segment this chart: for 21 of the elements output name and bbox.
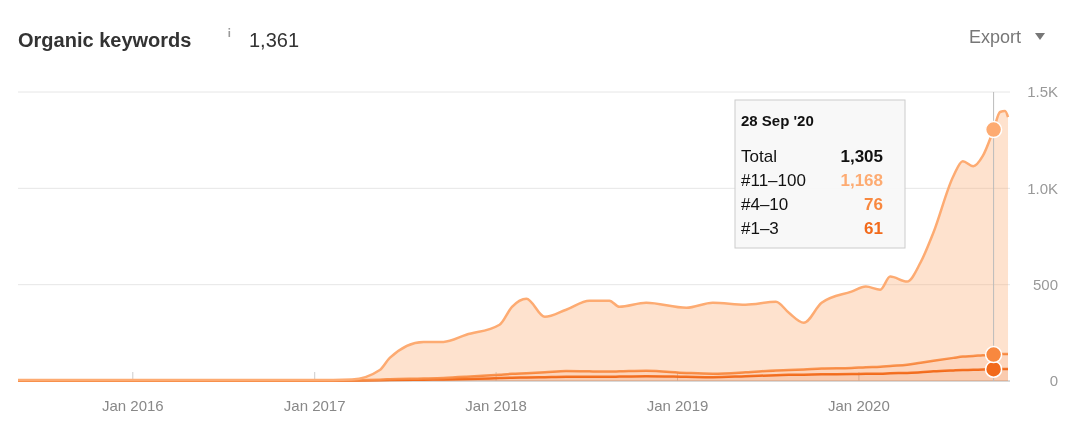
annotation: Total xyxy=(741,147,777,166)
annotation: #11–100 xyxy=(741,171,806,190)
annotation: 76 xyxy=(864,195,883,214)
x-tick-label: Jan 2018 xyxy=(465,397,527,414)
chart-title: Organic keywords xyxy=(18,29,192,51)
annotation: #1–3 xyxy=(741,219,779,238)
annotation: 28 Sep '20 xyxy=(741,112,814,129)
annotation: #4–10 xyxy=(741,195,789,214)
y-tick-label: 1.0K xyxy=(1027,179,1058,197)
annotation: 1,168 xyxy=(840,171,883,190)
annotation: 1,305 xyxy=(840,147,883,166)
x-tick-label: Jan 2017 xyxy=(283,397,346,414)
y-tick-label: 0 xyxy=(1049,372,1058,390)
chart-subtitle: 1,361 xyxy=(249,29,300,51)
text: Export xyxy=(968,27,1021,47)
y-tick-label: 500 xyxy=(1032,275,1058,293)
x-tick-label: Jan 2016 xyxy=(101,397,164,414)
x-tick-label: Jan 2019 xyxy=(646,397,709,414)
x-tick-label: Jan 2020 xyxy=(828,397,890,414)
y-tick-label: 1.5K xyxy=(1027,83,1058,101)
annotation: 61 xyxy=(864,219,883,238)
